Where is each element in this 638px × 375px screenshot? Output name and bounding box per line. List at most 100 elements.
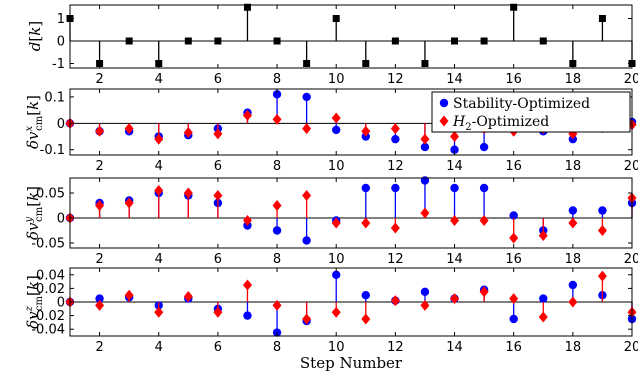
data-point — [421, 60, 429, 67]
data-point — [95, 299, 105, 311]
data-point — [479, 183, 489, 193]
data-point — [569, 60, 577, 67]
data-point — [539, 37, 547, 45]
legend-label: Stability-Optimized — [453, 96, 590, 112]
legend-box — [431, 91, 631, 133]
legend-marker — [439, 115, 449, 127]
x-tick-label: 10 — [328, 159, 345, 174]
x-tick-label: 16 — [505, 340, 522, 355]
panel-1: 2 4 6 8 10 12 14 16 18 20 -1 0 1 d[k] — [26, 3, 638, 87]
panel-4: 2 4 6 8 10 12 14 16 18 20 -0.04-0.0200.020.04δvzcm… — [24, 267, 638, 372]
data-point — [213, 128, 223, 140]
x-tick-label: 14 — [446, 159, 463, 174]
data-point — [242, 215, 252, 226]
data-point — [509, 211, 518, 220]
data-point — [242, 109, 252, 121]
data-point — [302, 123, 312, 135]
x-tick-label: 14 — [446, 340, 463, 355]
x-tick-label: 4 — [155, 159, 163, 174]
y-tick-label: -0.05 — [31, 237, 65, 252]
axes-frame — [69, 4, 633, 69]
data-point — [214, 37, 222, 45]
data-point — [361, 313, 371, 325]
data-point — [420, 133, 430, 145]
data-point — [95, 200, 105, 211]
y-axis-label: δvxcm[k] — [24, 95, 45, 149]
data-point — [420, 142, 430, 152]
axes-frame — [69, 88, 633, 156]
x-tick-label: 6 — [214, 340, 222, 355]
data-point — [597, 270, 607, 282]
data-point — [450, 183, 459, 193]
series-h2-optimized — [65, 185, 637, 244]
data-point — [361, 291, 370, 300]
y-tick-label: 0 — [57, 35, 65, 50]
data-point — [420, 287, 430, 296]
data-point — [331, 112, 341, 124]
x-tick-label: 10 — [328, 340, 345, 355]
data-point — [183, 291, 193, 303]
data-point — [96, 60, 104, 67]
legend-item: H2-Optimized — [439, 114, 549, 133]
data-point — [390, 123, 400, 135]
y-tick-label: 0.05 — [36, 187, 65, 202]
data-point — [332, 125, 341, 135]
x-tick-label: 10 — [328, 72, 345, 87]
x-tick-label: 16 — [505, 252, 522, 267]
data-point — [450, 145, 459, 154]
data-point — [124, 289, 134, 301]
data-point — [479, 142, 489, 152]
y-tick-label: 0.04 — [36, 268, 65, 283]
data-point — [479, 286, 489, 298]
x-tick-label: 2 — [95, 72, 103, 87]
x-tick-label: 12 — [387, 159, 404, 174]
x-tick-label: 20 — [624, 252, 638, 267]
data-point — [538, 230, 548, 241]
x-tick-label: 18 — [565, 340, 582, 355]
data-point — [390, 295, 400, 307]
data-point — [361, 125, 371, 137]
data-point — [154, 185, 164, 196]
data-point — [183, 127, 193, 139]
y-tick-label: 0.1 — [44, 90, 65, 105]
x-tick-label: 18 — [565, 72, 582, 87]
y-tick-label: -0.02 — [31, 309, 65, 324]
data-point — [598, 15, 606, 22]
y-tick-label: 0 — [57, 296, 65, 311]
x-axis-label: Step Number — [300, 354, 403, 372]
data-point — [95, 125, 105, 137]
data-point — [509, 232, 519, 244]
data-point — [509, 314, 518, 324]
data-point — [480, 37, 488, 45]
y-axis-label: d[k] — [26, 21, 44, 51]
data-point — [183, 187, 193, 199]
data-point — [361, 183, 370, 193]
x-tick-label: 18 — [565, 252, 582, 267]
data-point — [450, 131, 460, 143]
data-point — [184, 37, 192, 45]
data-point — [391, 134, 400, 144]
x-tick-label: 4 — [155, 72, 163, 87]
data-point — [597, 225, 607, 236]
data-point — [539, 294, 548, 303]
data-point — [391, 183, 400, 193]
y-tick-label: -1 — [52, 57, 65, 72]
data-point — [420, 299, 430, 311]
x-tick-label: 8 — [273, 252, 281, 267]
data-point — [509, 293, 519, 305]
data-point — [302, 236, 311, 245]
data-point — [331, 306, 341, 318]
data-point — [302, 190, 312, 201]
data-point — [125, 37, 133, 45]
y-tick-label: -0.04 — [31, 323, 65, 338]
data-point — [272, 200, 282, 211]
data-point — [568, 280, 578, 290]
x-tick-label: 16 — [505, 159, 522, 174]
data-point — [391, 37, 399, 45]
x-tick-label: 14 — [446, 252, 463, 267]
data-point — [124, 197, 134, 209]
data-point — [242, 279, 252, 291]
data-point — [243, 311, 252, 320]
